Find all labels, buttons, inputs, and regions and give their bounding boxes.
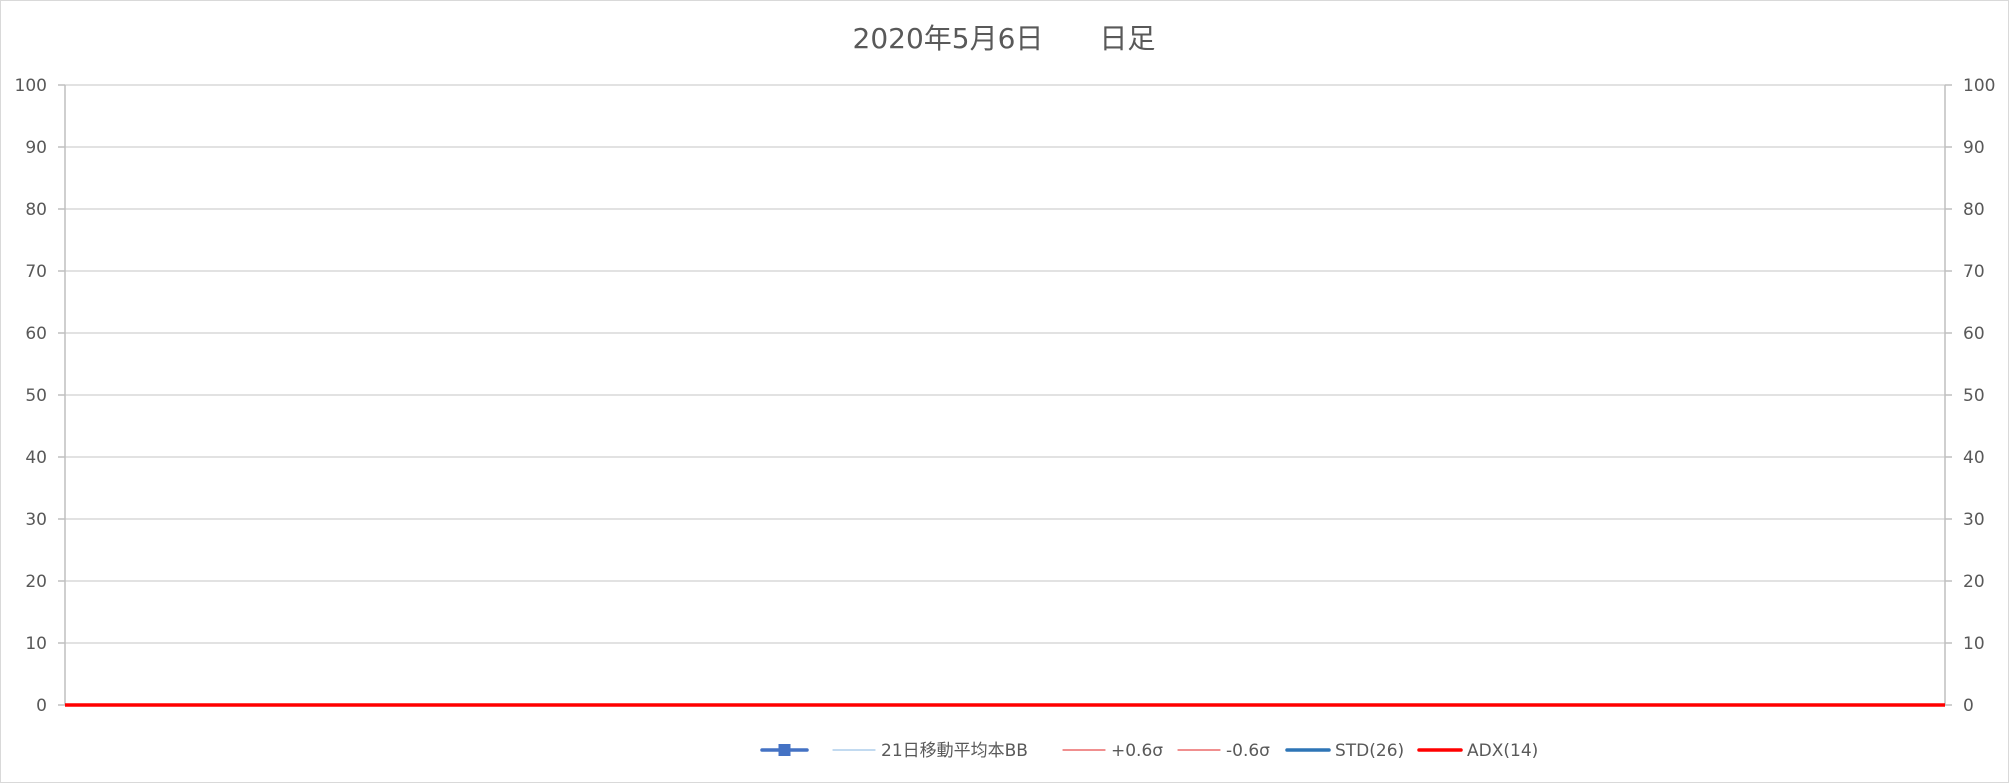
y-tick-labels-right: 0 10 20 30 40 50 60 70 80 90 100 bbox=[1963, 76, 1995, 716]
y-tick-label-left-0: 0 bbox=[36, 696, 47, 716]
legend-label-4: STD(26) bbox=[1335, 741, 1404, 761]
y-tick-label-right-40: 40 bbox=[1963, 448, 1985, 468]
y-tick-label-left-80: 80 bbox=[25, 200, 47, 220]
axes bbox=[64, 85, 1946, 705]
y-tick-labels-left: 0 10 20 30 40 50 60 70 80 90 100 bbox=[15, 76, 47, 716]
y-tick-label-left-100: 100 bbox=[15, 76, 47, 96]
y-tick-label-left-20: 20 bbox=[25, 572, 47, 592]
y-tick-label-right-10: 10 bbox=[1963, 634, 1985, 654]
legend-label-2: +0.6σ bbox=[1111, 741, 1163, 761]
y-tick-label-right-30: 30 bbox=[1963, 510, 1985, 530]
legend-marker-0 bbox=[778, 744, 791, 756]
y-tick-label-right-50: 50 bbox=[1963, 386, 1985, 406]
legend-label-5: ADX(14) bbox=[1467, 741, 1538, 761]
grid-lines bbox=[58, 84, 1952, 706]
y-tick-label-right-80: 80 bbox=[1963, 200, 1985, 220]
y-tick-label-left-30: 30 bbox=[25, 510, 47, 530]
legend-label-1: 21日移動平均本BB bbox=[881, 741, 1028, 761]
y-tick-label-left-60: 60 bbox=[25, 324, 47, 344]
legend-label-3: -0.6σ bbox=[1226, 741, 1270, 761]
y-tick-label-right-20: 20 bbox=[1963, 572, 1985, 592]
y-tick-label-left-40: 40 bbox=[25, 448, 47, 468]
y-tick-label-left-10: 10 bbox=[25, 634, 47, 654]
y-tick-label-left-70: 70 bbox=[25, 262, 47, 282]
y-tick-label-right-100: 100 bbox=[1963, 76, 1995, 96]
chart-title: 2020年5月6日 日足 bbox=[853, 22, 1156, 55]
y-tick-label-right-90: 90 bbox=[1963, 138, 1985, 158]
y-tick-label-right-70: 70 bbox=[1963, 262, 1985, 282]
y-tick-label-left-90: 90 bbox=[25, 138, 47, 158]
y-tick-label-right-0: 0 bbox=[1963, 696, 1974, 716]
y-tick-label-right-60: 60 bbox=[1963, 324, 1985, 344]
y-tick-label-left-50: 50 bbox=[25, 386, 47, 406]
legend: 21日移動平均本BB +0.6σ -0.6σ STD(26) ADX(14) bbox=[760, 741, 1538, 761]
